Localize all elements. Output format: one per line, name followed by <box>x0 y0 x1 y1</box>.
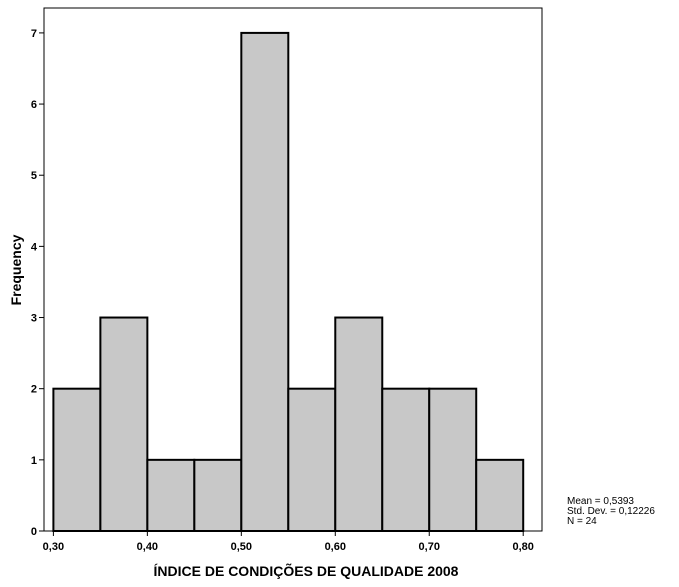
x-tick-label: 0,30 <box>43 541 64 553</box>
mean-label: Mean = 0,5393 <box>567 496 634 507</box>
histogram-bar <box>240 31 290 533</box>
x-tick-label: 0,70 <box>419 541 440 553</box>
n-label: N = 24 <box>567 516 597 527</box>
y-tick-label: 6 <box>31 99 37 111</box>
bars-group <box>52 31 525 533</box>
y-axis: 0 1 2 3 4 5 6 7 <box>31 28 44 538</box>
histogram-bar <box>99 316 149 532</box>
y-tick-label: 3 <box>31 313 37 325</box>
x-tick-label: 0,60 <box>325 541 346 553</box>
x-tick-label: 0,40 <box>137 541 158 553</box>
y-tick-label: 7 <box>31 28 37 40</box>
x-axis: 0,30 0,40 0,50 0,60 0,70 0,80 <box>43 531 534 553</box>
x-tick-label: 0,80 <box>512 541 533 553</box>
histogram-bar <box>193 458 243 532</box>
histogram-bar <box>381 387 431 532</box>
x-axis-title: ÍNDICE DE CONDIÇÕES DE QUALIDADE 2008 <box>154 562 459 579</box>
histogram-bar <box>52 387 102 532</box>
y-tick-label: 0 <box>31 526 37 538</box>
y-tick-label: 5 <box>31 170 37 182</box>
histogram-bar <box>475 458 525 532</box>
y-tick-label: 4 <box>31 241 38 253</box>
histogram-bar <box>287 387 337 532</box>
std-dev-label: Std. Dev. = 0,12226 <box>567 506 655 517</box>
x-tick-label: 0,50 <box>231 541 252 553</box>
y-tick-label: 2 <box>31 384 37 396</box>
summary-statistics: Mean = 0,5393 Std. Dev. = 0,12226 N = 24 <box>567 497 655 527</box>
histogram-bar <box>146 458 196 532</box>
histogram-bar <box>334 316 384 532</box>
histogram-bar <box>428 387 478 532</box>
y-tick-label: 1 <box>31 455 37 467</box>
y-axis-title: Frequency <box>8 234 24 305</box>
